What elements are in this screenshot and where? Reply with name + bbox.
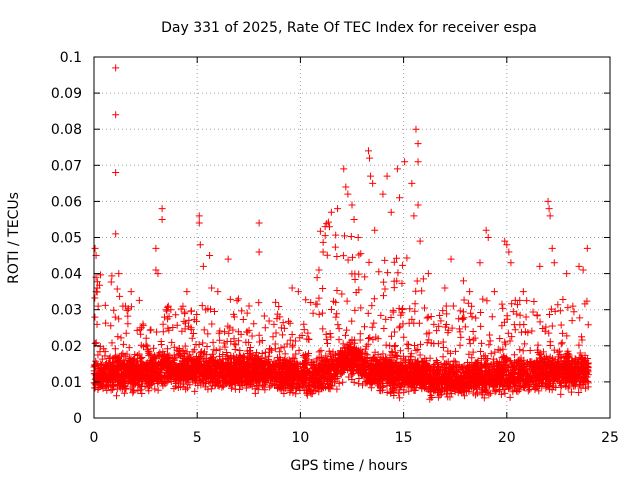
data-point — [120, 389, 128, 397]
data-points — [90, 64, 592, 403]
data-point — [397, 355, 405, 363]
data-point — [151, 385, 159, 393]
data-point — [395, 389, 403, 397]
data-point — [336, 369, 344, 377]
data-point — [254, 386, 262, 394]
data-point — [227, 384, 235, 392]
data-point — [280, 390, 288, 398]
data-point — [469, 389, 477, 397]
data-point — [451, 358, 459, 366]
data-point — [575, 389, 583, 397]
data-point — [501, 389, 509, 397]
data-point — [539, 348, 547, 356]
data-point — [242, 384, 250, 392]
chart-title: Day 331 of 2025, Rate Of TEC Index for r… — [161, 20, 537, 36]
data-point — [216, 345, 224, 353]
data-point — [405, 387, 413, 395]
data-point — [339, 378, 347, 386]
data-point — [207, 385, 215, 393]
data-point — [248, 382, 256, 390]
data-point — [113, 392, 121, 400]
data-point — [138, 390, 146, 398]
data-point — [106, 353, 114, 361]
data-point — [337, 370, 345, 378]
data-point — [396, 386, 404, 394]
data-point — [191, 387, 199, 395]
